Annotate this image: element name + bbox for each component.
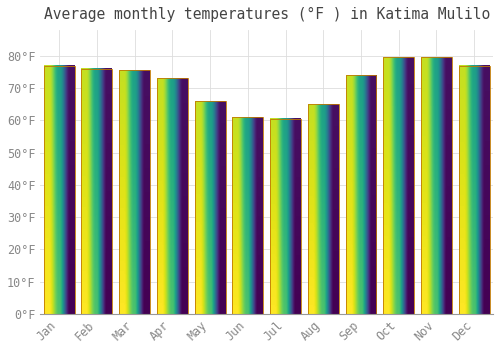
Bar bbox=[232, 117, 264, 314]
Bar bbox=[308, 104, 338, 314]
Bar bbox=[346, 75, 376, 314]
Bar bbox=[157, 78, 188, 314]
Title: Average monthly temperatures (°F ) in Katima Mulilo: Average monthly temperatures (°F ) in Ka… bbox=[44, 7, 490, 22]
Bar bbox=[458, 65, 490, 314]
Bar bbox=[119, 70, 150, 314]
Bar bbox=[44, 65, 74, 314]
Bar bbox=[82, 69, 112, 314]
Bar bbox=[270, 119, 301, 314]
Bar bbox=[194, 101, 226, 314]
Bar bbox=[421, 57, 452, 314]
Bar bbox=[384, 57, 414, 314]
